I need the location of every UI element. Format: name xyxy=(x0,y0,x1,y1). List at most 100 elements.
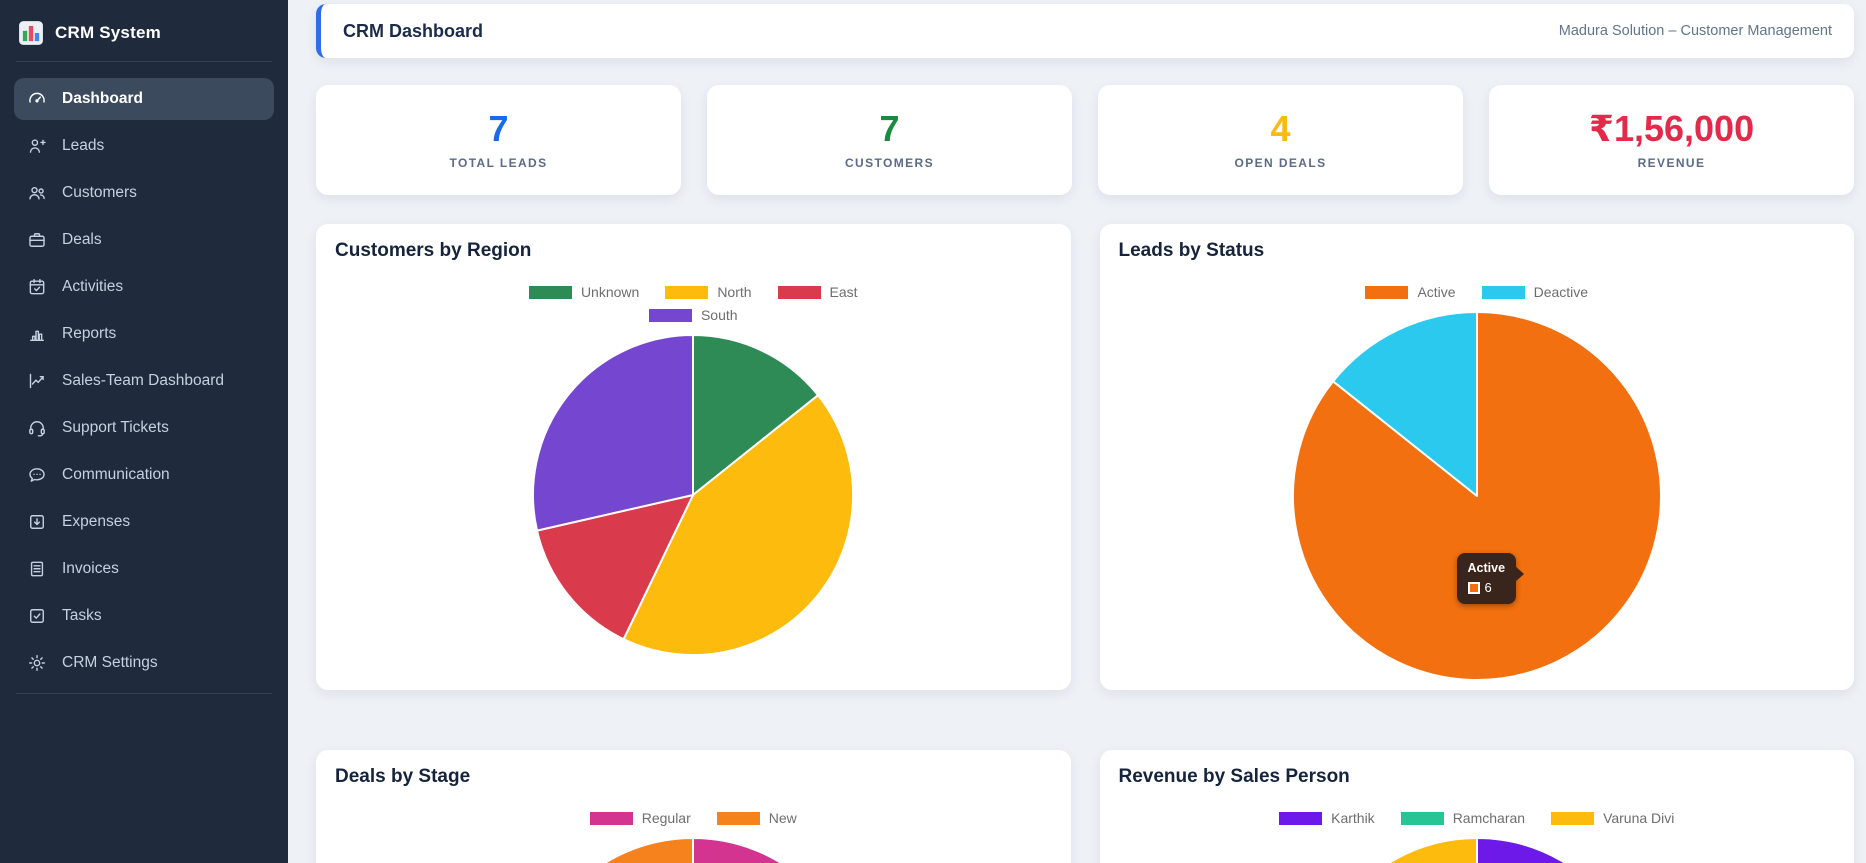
leads-by-status-pie xyxy=(1291,310,1663,682)
communication-icon xyxy=(27,465,47,485)
sidebar-item-expenses[interactable]: Expenses xyxy=(14,501,274,543)
revenue-by-sales-person-pie-area xyxy=(1100,836,1855,863)
sidebar-item-customers[interactable]: Customers xyxy=(14,172,274,214)
chart-title-revenue-by-sales-person: Revenue by Sales Person xyxy=(1118,766,1350,787)
app-title: CRM System xyxy=(55,23,161,42)
sidebar-item-label: Sales-Team Dashboard xyxy=(62,372,224,389)
page-title: CRM Dashboard xyxy=(343,20,484,41)
sales-team-icon xyxy=(27,371,47,391)
tasks-icon xyxy=(27,606,47,626)
tooltip-value: 6 xyxy=(1484,580,1492,595)
legend-item-regular: Regular xyxy=(589,810,691,826)
stat-value: 7 xyxy=(488,107,509,149)
deals-by-stage-card: Deals by Stage Regular New xyxy=(316,750,1071,863)
stat-value: ₹1,56,000 xyxy=(1588,107,1755,149)
sidebar-item-label: Dashboard xyxy=(62,90,143,107)
stat-card-open-deals: 4 OPEN DEALS xyxy=(1098,85,1463,195)
sidebar-item-tasks[interactable]: Tasks xyxy=(14,595,274,637)
sidebar-item-dashboard[interactable]: Dashboard xyxy=(14,78,274,120)
sidebar-item-label: Tasks xyxy=(62,607,102,624)
chart-title-deals-by-stage: Deals by Stage xyxy=(335,766,471,787)
sidebar-item-label: Expenses xyxy=(62,513,131,530)
legend-item-active: Active xyxy=(1365,284,1456,300)
legend-label: Unknown xyxy=(580,284,640,300)
legend-item-deactive: Deactive xyxy=(1481,284,1589,300)
bar-chart-logo-icon xyxy=(18,20,44,46)
pie-tooltip: Active 6 xyxy=(1456,553,1524,604)
sidebar-item-label: Deals xyxy=(62,231,102,248)
tooltip-color-swatch xyxy=(1467,581,1480,594)
legend-swatch xyxy=(716,811,760,825)
sidebar-item-support-tickets[interactable]: Support Tickets xyxy=(14,407,274,449)
deals-by-stage-pie xyxy=(523,836,863,863)
app-brand[interactable]: CRM System xyxy=(0,14,288,61)
stat-value: 4 xyxy=(1270,107,1291,149)
sidebar-item-label: Activities xyxy=(62,278,124,295)
legend-item-varuna-divi: Varuna Divi xyxy=(1551,810,1674,826)
sidebar-item-label: Communication xyxy=(62,466,170,483)
customers-by-region-pie-area xyxy=(316,333,1071,657)
legend-item-east: East xyxy=(777,284,858,300)
legend-swatch xyxy=(1481,285,1525,299)
legend-label: Karthik xyxy=(1331,810,1375,826)
deals-by-stage-legend: Regular New xyxy=(316,810,1071,826)
leads-by-status-legend: Active Deactive xyxy=(1100,284,1855,300)
sidebar-item-leads[interactable]: Leads xyxy=(14,125,274,167)
sidebar-item-deals[interactable]: Deals xyxy=(14,219,274,261)
sidebar-item-communication[interactable]: Communication xyxy=(14,454,274,496)
revenue-by-sales-person-pie xyxy=(1307,836,1647,863)
invoices-icon xyxy=(27,559,47,579)
legend-swatch xyxy=(648,308,692,322)
stat-label: TOTAL LEADS xyxy=(449,155,548,170)
legend-label: North xyxy=(717,284,752,300)
legend-swatch xyxy=(777,285,821,299)
stat-card-revenue: ₹1,56,000 REVENUE xyxy=(1489,85,1854,195)
customers-by-region-pie xyxy=(531,333,855,657)
legend-label: South xyxy=(700,307,738,323)
customers-by-region-card: Customers by Region Unknown North East Sout… xyxy=(316,224,1071,690)
sidebar-item-label: CRM Settings xyxy=(62,654,158,671)
sidebar-nav: Dashboard Leads Customers Deals Activities Re… xyxy=(0,62,288,693)
legend-swatch xyxy=(1400,811,1444,825)
legend-label: New xyxy=(768,810,797,826)
deals-by-stage-pie-area xyxy=(316,836,1071,863)
charts-row-1: Customers by Region Unknown North East Sout… xyxy=(316,224,1854,690)
stat-label: REVENUE xyxy=(1637,155,1706,170)
legend-label: Varuna Divi xyxy=(1603,810,1675,826)
stats-row: 7 TOTAL LEADS 7 CUSTOMERS 4 OPEN DEALS ₹1,56,0… xyxy=(316,85,1854,195)
activities-icon xyxy=(27,277,47,297)
legend-label: Ramcharan xyxy=(1452,810,1526,826)
sidebar-item-crm-settings[interactable]: CRM Settings xyxy=(14,642,274,684)
sidebar-item-label: Invoices xyxy=(62,560,119,577)
legend-item-unknown: Unknown xyxy=(528,284,640,300)
dashboard-icon xyxy=(27,89,47,109)
legend-item-north: North xyxy=(665,284,752,300)
customers-icon xyxy=(27,183,47,203)
legend-swatch xyxy=(1279,811,1323,825)
charts-row-2: Deals by Stage Regular New Revenue by Sal… xyxy=(316,750,1854,863)
sidebar-item-label: Customers xyxy=(62,184,137,201)
sidebar-item-label: Support Tickets xyxy=(62,419,169,436)
sidebar-item-label: Reports xyxy=(62,325,117,342)
sidebar-item-sales-team-dashboard[interactable]: Sales-Team Dashboard xyxy=(14,360,274,402)
stat-value: 7 xyxy=(879,107,900,149)
revenue-by-sales-person-legend: Karthik Ramcharan Varuna Divi xyxy=(1100,810,1855,826)
sidebar-item-activities[interactable]: Activities xyxy=(14,266,274,308)
stat-label: OPEN DEALS xyxy=(1234,155,1327,170)
sidebar-item-label: Leads xyxy=(62,137,105,154)
legend-item-south: South xyxy=(648,307,738,323)
legend-label: Deactive xyxy=(1533,284,1589,300)
legend-swatch xyxy=(665,285,709,299)
legend-swatch xyxy=(1551,811,1595,825)
page-header: CRM Dashboard Madura Solution – Customer… xyxy=(316,4,1854,58)
crm-settings-icon xyxy=(27,653,47,673)
leads-icon xyxy=(27,136,47,156)
leads-by-status-pie-area: Active 6 xyxy=(1100,310,1855,682)
legend-item-karthik: Karthik xyxy=(1279,810,1375,826)
sidebar-item-invoices[interactable]: Invoices xyxy=(14,548,274,590)
legend-label: Active xyxy=(1417,284,1456,300)
tooltip-series-label: Active xyxy=(1467,561,1506,575)
sidebar-bottom-divider xyxy=(16,693,272,694)
customers-by-region-legend: Unknown North East South xyxy=(473,284,913,323)
sidebar-item-reports[interactable]: Reports xyxy=(14,313,274,355)
